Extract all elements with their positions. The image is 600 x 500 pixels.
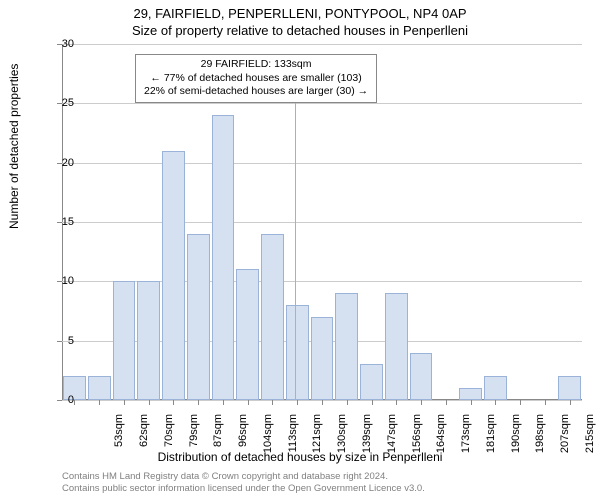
x-tick-label: 207sqm: [559, 414, 571, 462]
y-axis-label: Number of detached properties: [7, 64, 21, 229]
x-tick: [248, 400, 249, 405]
bar: [459, 388, 482, 400]
x-tick-label: 173sqm: [460, 414, 472, 462]
x-tick-label: 147sqm: [386, 414, 398, 462]
x-tick: [124, 400, 125, 405]
x-tick: [223, 400, 224, 405]
x-tick-label: 121sqm: [311, 414, 323, 462]
bar: [187, 234, 210, 400]
x-tick: [520, 400, 521, 405]
bar: [311, 317, 334, 400]
x-tick: [471, 400, 472, 405]
chart-title-line2: Size of property relative to detached ho…: [0, 23, 600, 38]
x-tick: [322, 400, 323, 405]
x-tick: [347, 400, 348, 405]
grid-line: [62, 103, 582, 104]
y-tick-label: 10: [44, 275, 74, 287]
x-tick: [372, 400, 373, 405]
reference-vline: [295, 102, 296, 400]
x-tick-label: 53sqm: [113, 414, 125, 462]
y-tick-label: 5: [44, 335, 74, 347]
x-tick-label: 198sqm: [534, 414, 546, 462]
x-tick-label: 190sqm: [510, 414, 522, 462]
x-tick-label: 113sqm: [287, 414, 299, 462]
annotation-line3: 22% of semi-detached houses are larger (…: [144, 85, 368, 99]
x-tick: [421, 400, 422, 405]
x-tick-label: 215sqm: [584, 414, 596, 462]
x-tick: [297, 400, 298, 405]
chart-container: 29, FAIRFIELD, PENPERLLENI, PONTYPOOL, N…: [0, 0, 600, 500]
x-tick: [396, 400, 397, 405]
bar: [410, 353, 433, 400]
x-tick: [495, 400, 496, 405]
chart-title-line1: 29, FAIRFIELD, PENPERLLENI, PONTYPOOL, N…: [0, 6, 600, 21]
grid-line: [62, 44, 582, 45]
x-tick-label: 87sqm: [212, 414, 224, 462]
x-tick-label: 104sqm: [262, 414, 274, 462]
x-tick: [74, 400, 75, 405]
bar: [162, 151, 185, 400]
x-tick: [446, 400, 447, 405]
y-tick-label: 0: [44, 394, 74, 406]
x-tick: [173, 400, 174, 405]
bar: [113, 281, 136, 400]
footer-line1: Contains HM Land Registry data © Crown c…: [62, 471, 582, 483]
bar: [484, 376, 507, 400]
bar: [385, 293, 408, 400]
x-tick-label: 164sqm: [435, 414, 447, 462]
bar: [558, 376, 581, 400]
footer-text: Contains HM Land Registry data © Crown c…: [62, 471, 582, 495]
bar: [137, 281, 160, 400]
x-tick: [149, 400, 150, 405]
y-tick-label: 25: [44, 97, 74, 109]
footer-line2: Contains public sector information licen…: [62, 483, 582, 495]
y-tick-label: 15: [44, 216, 74, 228]
bar: [360, 364, 383, 400]
x-tick: [198, 400, 199, 405]
grid-line: [62, 163, 582, 164]
bar: [335, 293, 358, 400]
y-tick-label: 20: [44, 157, 74, 169]
x-tick: [272, 400, 273, 405]
x-tick-label: 156sqm: [411, 414, 423, 462]
x-tick-label: 139sqm: [361, 414, 373, 462]
grid-line: [62, 222, 582, 223]
x-tick-label: 181sqm: [485, 414, 497, 462]
annotation-box: 29 FAIRFIELD: 133sqm ← 77% of detached h…: [135, 54, 377, 103]
x-tick: [545, 400, 546, 405]
x-tick-label: 96sqm: [237, 414, 249, 462]
x-tick: [570, 400, 571, 405]
bar: [261, 234, 284, 400]
annotation-line1: 29 FAIRFIELD: 133sqm: [144, 58, 368, 72]
bar: [88, 376, 111, 400]
x-tick-label: 62sqm: [138, 414, 150, 462]
x-tick: [99, 400, 100, 405]
y-tick-label: 30: [44, 38, 74, 50]
x-tick-label: 70sqm: [163, 414, 175, 462]
bar: [286, 305, 309, 400]
bar: [212, 115, 235, 400]
x-tick-label: 79sqm: [188, 414, 200, 462]
bar: [236, 269, 259, 400]
x-tick-label: 130sqm: [336, 414, 348, 462]
annotation-line2: ← 77% of detached houses are smaller (10…: [144, 72, 368, 86]
